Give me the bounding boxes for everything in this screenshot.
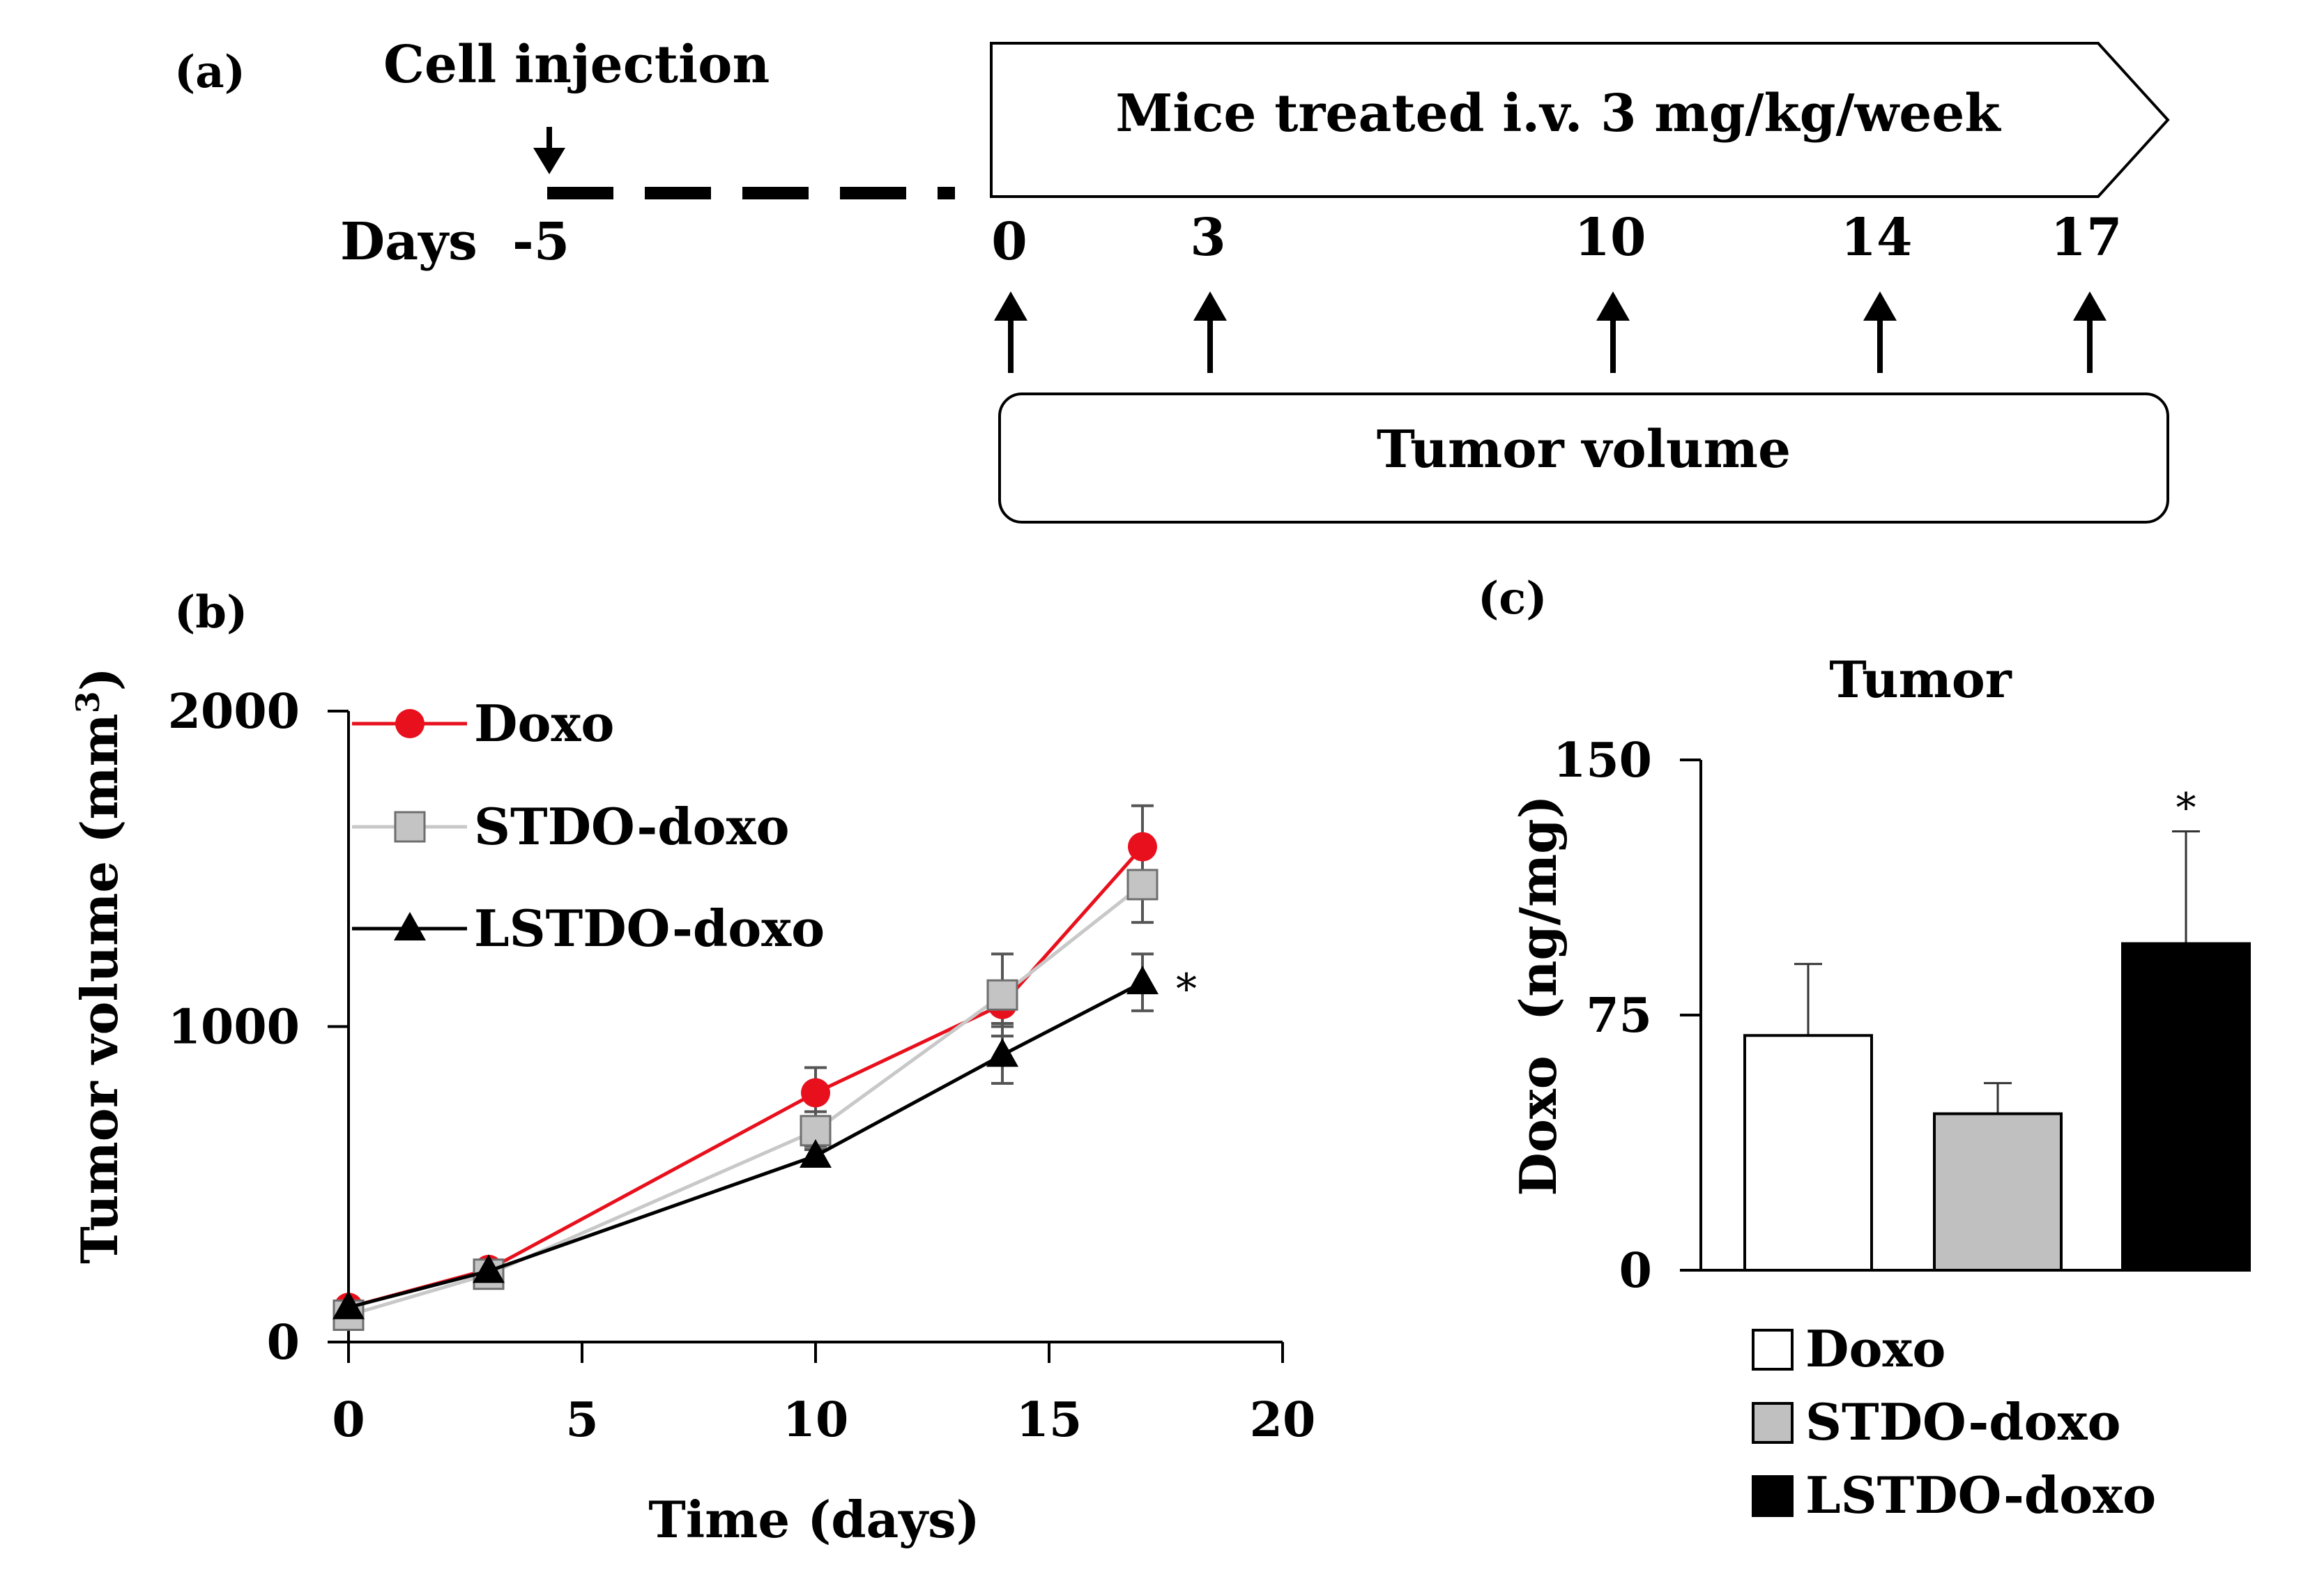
panel-b-label: (b) — [174, 586, 247, 639]
panel-a-timeline: (a) Cell injection Mice treated i.v. 3 m… — [174, 35, 2170, 524]
cell-injection-label: Cell injection — [383, 35, 770, 95]
day-0-label: 0 — [991, 212, 1027, 272]
lstdo-doxo-legend-swatch — [1752, 1475, 1794, 1517]
day-17-label: 17 — [2051, 208, 2123, 268]
day-start-label: -5 — [512, 212, 569, 272]
lstdo-doxo-bar — [2121, 942, 2251, 1272]
doxo-point — [801, 1078, 830, 1108]
treatment-label: Mice treated i.v. 3 mg/kg/week — [1115, 84, 2001, 144]
treatment-arrow-block — [990, 42, 2170, 198]
stdo-doxo-legend-label: STDO-doxo — [1805, 1392, 2121, 1451]
y-tick-label: 2000 — [168, 684, 300, 740]
stdo-doxo-point — [1126, 869, 1159, 901]
lstdo-doxo-point — [332, 1290, 365, 1320]
doxo-legend-label: Doxo — [1805, 1319, 1945, 1378]
bar-y-tick-label: 150 — [1553, 733, 1652, 788]
injection-arrow-head-icon — [533, 148, 565, 174]
tumor-volume-box — [998, 392, 2169, 524]
y-axis-title: Tumor volume (mm3) — [69, 667, 129, 1264]
tumor-volume-label: Tumor volume — [1377, 420, 1791, 480]
y-tick-label: 0 — [267, 1315, 300, 1371]
y-tick-label: 1000 — [168, 1000, 300, 1055]
doxo-legend-swatch — [1752, 1329, 1794, 1371]
doxo-bar — [1743, 1034, 1873, 1272]
bar-chart-axes: 0 75 150 — [1553, 733, 1702, 1299]
line-chart-legend: Doxo STDO-doxo LSTDO-doxo — [352, 694, 825, 958]
stdo-doxo-legend-swatch — [1752, 1402, 1794, 1444]
panel-c-bar-chart: (c) Tumor Doxo (ng/mg) 0 75 150 * Doxo STDO… — [1478, 572, 2251, 1525]
line-chart-axes: 0 1000 2000 0 5 10 15 20 — [168, 684, 1316, 1448]
lstdo-doxo-point — [800, 1139, 832, 1168]
x-tick-label: 15 — [1016, 1392, 1083, 1448]
day-3-label: 3 — [1190, 208, 1226, 268]
stdo-doxo-point — [986, 979, 1018, 1011]
lstdo-doxo-point — [473, 1254, 505, 1283]
stdo-doxo-legend-label: STDO-doxo — [474, 797, 790, 856]
panel-b-line-chart: (b) Tumor volume (mm3) Time (days) 01000… — [69, 586, 1315, 1549]
days-label: Days — [340, 212, 477, 272]
day-14-label: 14 — [1841, 208, 1913, 268]
x-axis-title: Time (days) — [648, 1490, 980, 1549]
bar-y-tick-label: 75 — [1586, 988, 1652, 1044]
stdo-doxo-bar — [1933, 1112, 2063, 1272]
measurement-arrow-icon — [2073, 291, 2107, 373]
bar-significance-asterisk: * — [2176, 784, 2196, 831]
panel-c-label: (c) — [1478, 572, 1547, 625]
doxo-legend-label: Doxo — [474, 694, 614, 753]
day-10-label: 10 — [1575, 208, 1646, 268]
measurement-arrow-icon — [1596, 291, 1630, 373]
lstdo-doxo-legend-marker — [394, 912, 426, 940]
bar-y-tick-label: 0 — [1619, 1243, 1652, 1299]
measurement-arrow-icon — [1193, 291, 1227, 373]
line-chart-series: * — [332, 804, 1197, 1332]
x-tick-label: 5 — [565, 1392, 598, 1448]
panel-a-label: (a) — [174, 46, 245, 98]
doxo-point — [1128, 832, 1157, 862]
measurement-arrows — [994, 291, 2107, 373]
significance-asterisk: * — [1176, 965, 1197, 1014]
measurement-arrow-icon — [1863, 291, 1897, 373]
bar-chart-title: Tumor — [1829, 650, 2012, 709]
bar-y-axis-title: Doxo (ng/mg) — [1508, 795, 1568, 1196]
x-tick-label: 20 — [1250, 1392, 1316, 1448]
stdo-doxo-legend-marker — [394, 811, 426, 843]
lstdo-doxo-point — [986, 1038, 1018, 1067]
bar-chart-bars: * — [1701, 784, 2251, 1272]
x-tick-label: 10 — [783, 1392, 849, 1448]
lstdo-doxo-legend-label: LSTDO-doxo — [474, 899, 825, 958]
doxo-legend-marker — [395, 709, 425, 738]
lstdo-doxo-point — [1126, 966, 1159, 995]
measurement-arrow-icon — [994, 291, 1027, 373]
x-tick-label: 0 — [332, 1392, 365, 1448]
lstdo-doxo-legend-label: LSTDO-doxo — [1805, 1465, 2156, 1525]
lstdo-doxo-series-line — [348, 980, 1144, 1309]
bar-chart-legend: Doxo STDO-doxo LSTDO-doxo — [1752, 1319, 2156, 1525]
